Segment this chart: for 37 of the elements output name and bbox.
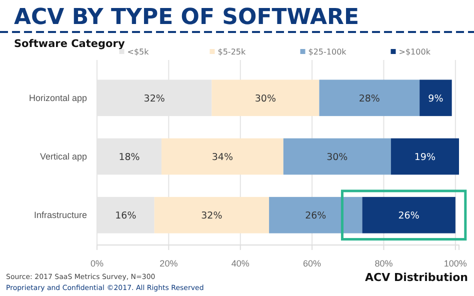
x-axis-title: ACV Distribution: [365, 271, 468, 284]
bar: [420, 80, 452, 116]
legend-label: >$100k: [398, 48, 431, 56]
bar: [162, 138, 284, 175]
bar: [269, 196, 362, 234]
bar: [319, 80, 420, 116]
bar: [212, 80, 320, 116]
data-label: 18%: [118, 152, 140, 163]
data-label: 26%: [305, 210, 326, 222]
data-label: 32%: [201, 210, 222, 222]
data-label: 30%: [326, 152, 348, 163]
bar: [390, 138, 459, 175]
data-label: 30%: [254, 93, 276, 104]
chart-title: ACV BY TYPE OF SOFTWARE: [14, 5, 360, 30]
data-label: 26%: [398, 210, 420, 222]
bar: [154, 196, 270, 234]
data-label: 16%: [115, 210, 136, 222]
bar: [283, 138, 391, 175]
data-label: 28%: [358, 93, 380, 104]
data-label: 19%: [414, 152, 436, 163]
legend-label: $5-25k: [218, 48, 246, 56]
x-tick-label: 0%: [90, 258, 104, 268]
y-axis-title: Software Category: [14, 38, 125, 50]
bar: [362, 196, 456, 234]
x-tick-label: 80%: [374, 258, 393, 268]
y-tick-label: Horizontal app: [28, 92, 87, 103]
x-tick-label: 40%: [231, 258, 250, 268]
data-label: 32%: [144, 93, 165, 104]
y-tick-label: Vertical app: [40, 151, 87, 162]
legend-label: $25-100k: [308, 48, 347, 56]
x-tick-label: 20%: [160, 258, 178, 268]
legend-label: <$5k: [127, 48, 150, 56]
x-tick-label: 60%: [303, 258, 322, 268]
data-label: 9%: [428, 93, 444, 104]
data-label: 34%: [212, 152, 234, 163]
x-tick-label: 100%: [444, 258, 467, 268]
y-tick-label: Infrastructure: [34, 210, 87, 220]
